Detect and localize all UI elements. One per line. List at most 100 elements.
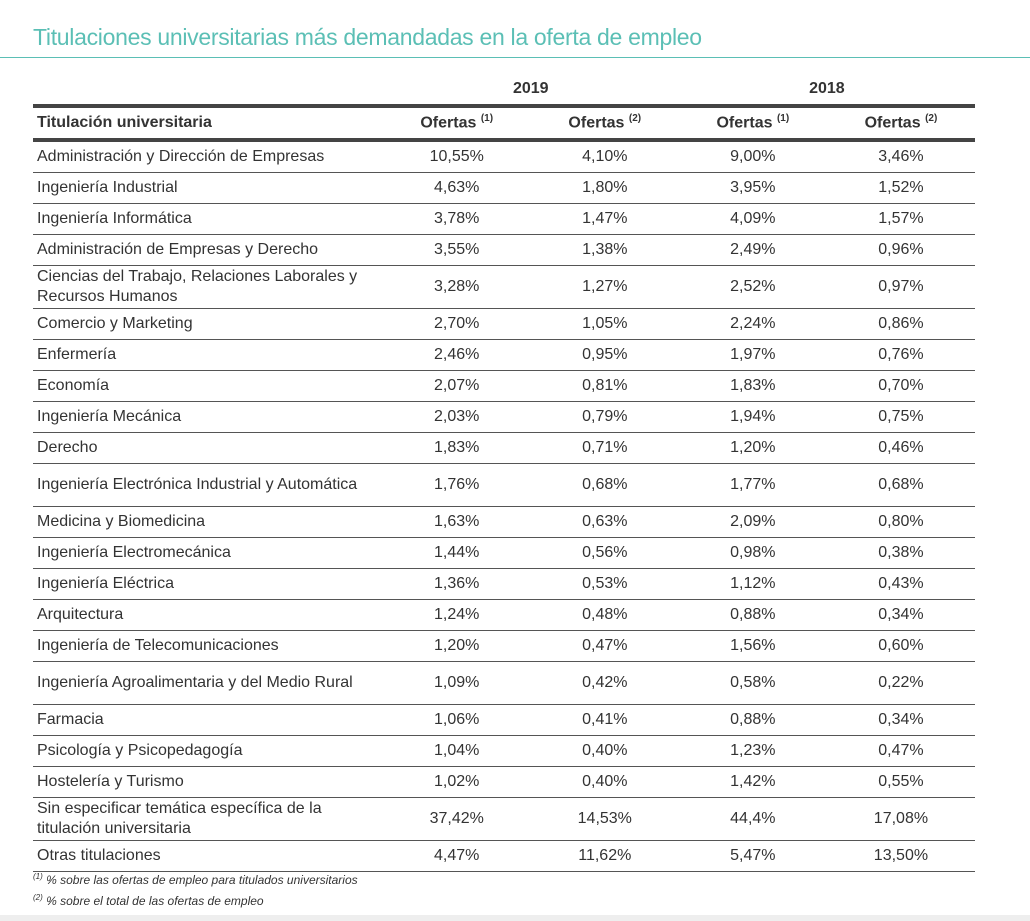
value-cell: 0,58% — [678, 661, 827, 705]
title-divider — [0, 57, 1030, 58]
value-cell: 0,79% — [530, 401, 679, 433]
value-cell: 1,05% — [530, 308, 679, 340]
row-label: Administración y Dirección de Empresas — [33, 140, 383, 173]
value-cell: 3,28% — [382, 265, 531, 309]
value-cell: 3,78% — [382, 203, 531, 235]
value-cell: 1,04% — [382, 735, 531, 767]
value-cell: 1,42% — [678, 766, 827, 798]
value-cell: 13,50% — [826, 840, 975, 872]
column-label: Ofertas — [864, 114, 921, 132]
value-cell: 10,55% — [382, 140, 531, 173]
value-cell: 1,20% — [678, 432, 827, 464]
table-row: Ingeniería Mecánica 2,03% 0,79% 1,94% 0,75% — [33, 401, 975, 433]
row-label: Hostelería y Turismo — [33, 766, 383, 798]
table-row: Derecho 1,83% 0,71% 1,20% 0,46% — [33, 432, 975, 464]
value-cell: 0,96% — [826, 234, 975, 266]
table-row: Economía 2,07% 0,81% 1,83% 0,70% — [33, 370, 975, 402]
value-cell: 1,76% — [382, 463, 531, 507]
row-label: Ingeniería Agroalimentaria y del Medio R… — [33, 661, 383, 705]
value-cell: 2,46% — [382, 339, 531, 371]
table-row: Ingeniería Industrial 4,63% 1,80% 3,95% 1,52… — [33, 172, 975, 204]
value-cell: 0,68% — [826, 463, 975, 507]
value-cell: 1,56% — [678, 630, 827, 662]
value-cell: 1,38% — [530, 234, 679, 266]
value-cell: 0,40% — [530, 735, 679, 767]
empty-header — [33, 74, 383, 108]
value-cell: 0,75% — [826, 401, 975, 433]
value-cell: 1,83% — [382, 432, 531, 464]
value-cell: 1,36% — [382, 568, 531, 600]
table-row: Ingeniería Informática 3,78% 1,47% 4,09% 1,5… — [33, 203, 975, 235]
value-cell: 1,52% — [826, 172, 975, 204]
column-header-ofertas: Ofertas (1) — [678, 106, 827, 142]
value-cell: 0,46% — [826, 432, 975, 464]
footnote-mark: (2) — [33, 893, 43, 902]
value-cell: 0,47% — [826, 735, 975, 767]
value-cell: 0,98% — [678, 537, 827, 569]
value-cell: 9,00% — [678, 140, 827, 173]
value-cell: 4,47% — [382, 840, 531, 872]
row-label: Ingeniería Electrónica Industrial y Auto… — [33, 463, 383, 507]
column-header-ofertas: Ofertas (1) — [382, 106, 531, 142]
value-cell: 4,10% — [530, 140, 679, 173]
value-cell: 1,97% — [678, 339, 827, 371]
footnote-ref: (2) — [628, 113, 642, 125]
value-cell: 0,70% — [826, 370, 975, 402]
row-label: Ingeniería Industrial — [33, 172, 383, 204]
row-label: Arquitectura — [33, 599, 383, 631]
value-cell: 0,41% — [530, 704, 679, 736]
column-header-ofertas: Ofertas (2) — [826, 106, 975, 142]
data-table: 2019 2018 Titulación universitaria Ofert… — [33, 74, 975, 872]
column-label: Ofertas — [420, 114, 477, 132]
row-label: Administración de Empresas y Derecho — [33, 234, 383, 266]
value-cell: 1,27% — [530, 265, 679, 309]
table-row: Medicina y Biomedicina 1,63% 0,63% 2,09% 0,8… — [33, 506, 975, 538]
value-cell: 2,07% — [382, 370, 531, 402]
value-cell: 0,88% — [678, 599, 827, 631]
row-label: Economía — [33, 370, 383, 402]
value-cell: 0,80% — [826, 506, 975, 538]
footnote-text: % sobre las ofertas de empleo para titul… — [46, 873, 358, 887]
value-cell: 1,23% — [678, 735, 827, 767]
table-row: Ingeniería Electromecánica 1,44% 0,56% 0,98… — [33, 537, 975, 569]
footnote-text: % sobre el total de las ofertas de emple… — [46, 894, 264, 908]
value-cell: 1,57% — [826, 203, 975, 235]
table-row: Administración y Dirección de Empresas 10… — [33, 140, 975, 173]
value-cell: 0,97% — [826, 265, 975, 309]
value-cell: 2,24% — [678, 308, 827, 340]
value-cell: 0,53% — [530, 568, 679, 600]
table-row: Enfermería 2,46% 0,95% 1,97% 0,76% — [33, 339, 975, 371]
value-cell: 0,95% — [530, 339, 679, 371]
value-cell: 4,09% — [678, 203, 827, 235]
row-label: Sin especificar temática específica de l… — [33, 797, 383, 841]
value-cell: 0,76% — [826, 339, 975, 371]
value-cell: 1,47% — [530, 203, 679, 235]
value-cell: 0,34% — [826, 704, 975, 736]
value-cell: 0,81% — [530, 370, 679, 402]
table-row: Ciencias del Trabajo, Relaciones Laboral… — [33, 265, 975, 309]
year-header-2019: 2019 — [382, 74, 679, 108]
row-label: Comercio y Marketing — [33, 308, 383, 340]
value-cell: 5,47% — [678, 840, 827, 872]
column-label: Ofertas — [716, 114, 773, 132]
value-cell: 0,42% — [530, 661, 679, 705]
year-header-2018: 2018 — [678, 74, 975, 108]
value-cell: 2,09% — [678, 506, 827, 538]
row-label: Psicología y Psicopedagogía — [33, 735, 383, 767]
value-cell: 0,86% — [826, 308, 975, 340]
value-cell: 0,56% — [530, 537, 679, 569]
table-row: Comercio y Marketing 2,70% 1,05% 2,24% 0,86% — [33, 308, 975, 340]
value-cell: 1,94% — [678, 401, 827, 433]
value-cell: 3,55% — [382, 234, 531, 266]
table-row: Otras titulaciones 4,47% 11,62% 5,47% 13,50% — [33, 840, 975, 872]
value-cell: 2,03% — [382, 401, 531, 433]
value-cell: 37,42% — [382, 797, 531, 841]
value-cell: 44,4% — [678, 797, 827, 841]
value-cell: 1,02% — [382, 766, 531, 798]
footnote-ref: (1) — [480, 113, 494, 125]
value-cell: 0,60% — [826, 630, 975, 662]
column-label: Ofertas — [568, 114, 625, 132]
value-cell: 0,88% — [678, 704, 827, 736]
row-label: Ingeniería Informática — [33, 203, 383, 235]
value-cell: 1,09% — [382, 661, 531, 705]
